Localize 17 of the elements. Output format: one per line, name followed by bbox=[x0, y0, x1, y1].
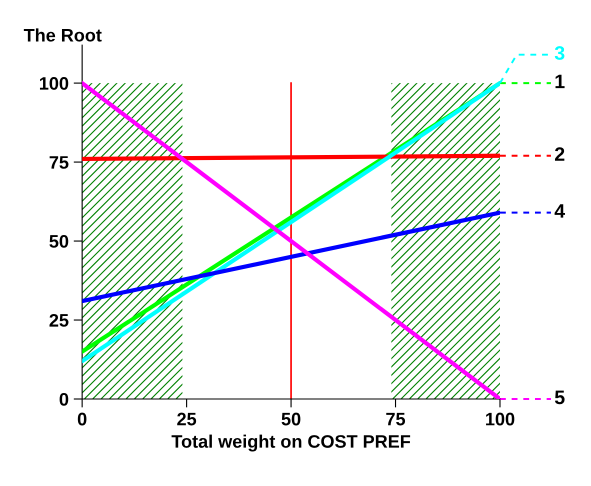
x-tick-label: 75 bbox=[386, 412, 406, 426]
x-tick-label: 100 bbox=[486, 412, 514, 426]
y-tick-label: 75 bbox=[50, 156, 68, 169]
legend-label: 4 bbox=[554, 204, 566, 218]
x-tick-label: 0 bbox=[78, 412, 86, 426]
legend-label: 2 bbox=[554, 147, 564, 161]
legend-label: 5 bbox=[554, 390, 565, 404]
x-axis-title: Total weight on COST PREF bbox=[172, 434, 410, 452]
y-tick-label: 0 bbox=[60, 392, 68, 406]
y-tick-label: 100 bbox=[40, 77, 68, 90]
x-tick-label: 25 bbox=[177, 412, 196, 426]
y-tick-label: 25 bbox=[50, 314, 68, 327]
text: 3 bbox=[554, 46, 564, 60]
x-tick-label: 50 bbox=[282, 412, 300, 426]
chart-title: The Root bbox=[24, 28, 102, 42]
legend-label: 1 bbox=[556, 74, 565, 88]
y-tick-label: 50 bbox=[49, 234, 68, 248]
